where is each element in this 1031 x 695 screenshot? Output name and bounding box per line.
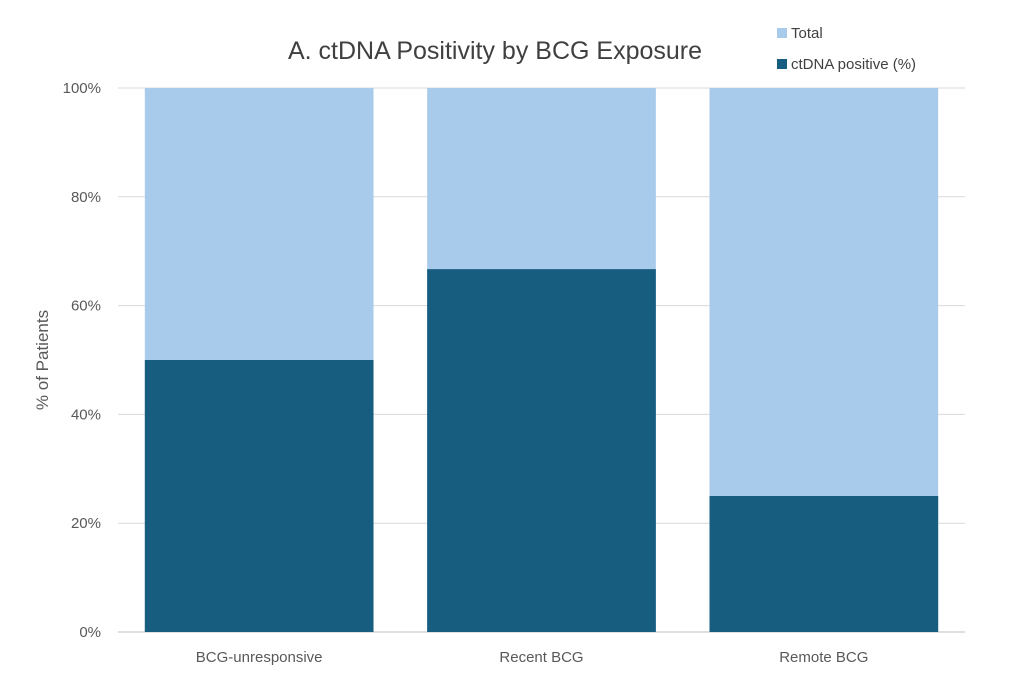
y-tick-label: 100%: [63, 80, 101, 97]
y-tick-label: 20%: [71, 515, 101, 532]
legend-label: ctDNA positive (%): [791, 56, 916, 73]
legend-swatch: [777, 28, 787, 38]
y-tick-label: 0%: [79, 624, 101, 641]
legend-swatch: [777, 59, 787, 69]
x-axis-categories: BCG-unresponsive Recent BCG Remote BCG: [196, 649, 869, 666]
y-tick-label: 80%: [71, 189, 101, 206]
y-tick-label: 40%: [71, 406, 101, 423]
chart-title: A. ctDNA Positivity by BCG Exposure: [288, 37, 702, 65]
y-axis-label: % of Patients: [33, 310, 52, 410]
x-category-label: BCG-unresponsive: [196, 649, 323, 666]
legend: Total ctDNA positive (%): [777, 25, 916, 73]
y-tick-label: 60%: [71, 298, 101, 315]
bar-ctdna-positive-0: [144, 360, 374, 632]
y-axis-ticks: 0% 20% 40% 60% 80% 100%: [63, 80, 101, 641]
bar-ctdna-positive-1: [427, 269, 656, 632]
bar-ctdna-positive-2: [709, 496, 939, 632]
bars: [144, 88, 939, 632]
x-category-label: Recent BCG: [499, 649, 583, 666]
x-category-label: Remote BCG: [779, 649, 868, 666]
legend-label: Total: [791, 25, 823, 42]
